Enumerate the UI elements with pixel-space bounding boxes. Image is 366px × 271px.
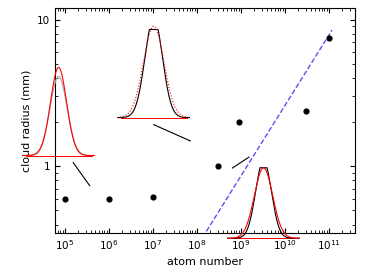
Point	[106, 196, 112, 201]
Point	[214, 164, 220, 168]
Point	[150, 195, 156, 199]
X-axis label: atom number: atom number	[167, 257, 243, 267]
Point	[236, 120, 242, 124]
Point	[303, 108, 309, 113]
Y-axis label: cloud radius (mm): cloud radius (mm)	[21, 69, 31, 172]
Point	[62, 196, 68, 201]
Point	[326, 36, 332, 40]
